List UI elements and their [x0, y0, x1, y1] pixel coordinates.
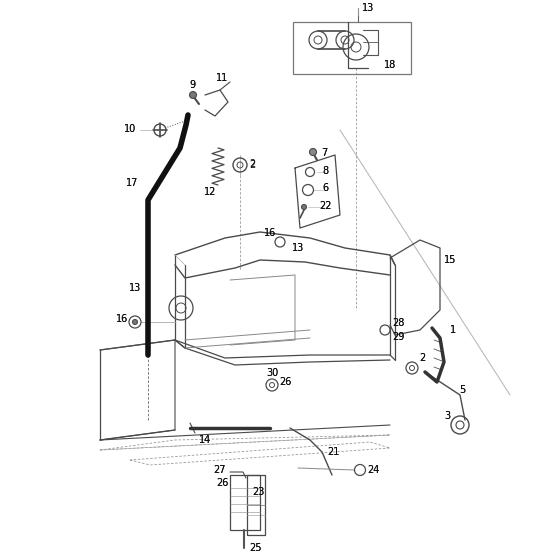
Text: 13: 13: [292, 243, 304, 253]
Bar: [230, 475, 260, 530]
Text: 16: 16: [116, 314, 128, 324]
Text: 16: 16: [264, 228, 276, 238]
Text: 12: 12: [204, 187, 216, 197]
Text: 21: 21: [327, 447, 339, 457]
Text: 6: 6: [322, 183, 328, 193]
Text: 26: 26: [216, 478, 228, 488]
Text: 18: 18: [384, 60, 396, 70]
Text: 13: 13: [129, 283, 141, 293]
Text: 2: 2: [419, 353, 425, 363]
Text: 8: 8: [322, 166, 328, 176]
Text: 1: 1: [450, 325, 456, 335]
Text: 24: 24: [367, 465, 379, 475]
Text: 13: 13: [362, 3, 374, 13]
Text: 13: 13: [362, 3, 374, 13]
Text: 22: 22: [319, 201, 332, 211]
Text: 28: 28: [392, 318, 404, 328]
Text: 10: 10: [124, 124, 136, 134]
Text: 14: 14: [199, 435, 211, 445]
Text: 21: 21: [327, 447, 339, 457]
Text: 15: 15: [444, 255, 456, 265]
Text: 13: 13: [292, 243, 304, 253]
Text: 25: 25: [249, 543, 262, 553]
Text: 10: 10: [124, 124, 136, 134]
Text: 25: 25: [249, 543, 262, 553]
Text: 2: 2: [249, 159, 255, 169]
Text: 18: 18: [384, 60, 396, 70]
Bar: [293, 22, 411, 74]
Text: 11: 11: [216, 73, 228, 83]
Text: 30: 30: [266, 368, 278, 378]
Circle shape: [301, 204, 306, 209]
Circle shape: [189, 91, 197, 99]
Text: 2: 2: [249, 160, 255, 170]
Text: 29: 29: [392, 332, 404, 342]
Text: 3: 3: [444, 411, 450, 421]
Text: 22: 22: [319, 201, 332, 211]
Text: 8: 8: [322, 166, 328, 176]
Text: 26: 26: [279, 377, 291, 387]
Text: 26: 26: [279, 377, 291, 387]
Text: 14: 14: [199, 435, 211, 445]
Text: 7: 7: [321, 148, 327, 158]
Text: 2: 2: [419, 353, 425, 363]
Text: 11: 11: [216, 73, 228, 83]
Text: 24: 24: [367, 465, 379, 475]
Circle shape: [133, 320, 138, 324]
Text: 17: 17: [126, 178, 138, 188]
Text: 7: 7: [321, 148, 327, 158]
Text: 13: 13: [129, 283, 141, 293]
Text: 16: 16: [116, 314, 128, 324]
Text: 23: 23: [252, 487, 264, 497]
Text: 30: 30: [266, 368, 278, 378]
Text: 5: 5: [459, 385, 465, 395]
Circle shape: [310, 148, 316, 156]
Text: 27: 27: [214, 465, 226, 475]
Text: 28: 28: [392, 318, 404, 328]
Text: 6: 6: [322, 183, 328, 193]
Text: 9: 9: [189, 80, 195, 90]
Text: 15: 15: [444, 255, 456, 265]
Text: 5: 5: [459, 385, 465, 395]
Text: 16: 16: [264, 228, 276, 238]
Text: 23: 23: [252, 487, 264, 497]
Text: 9: 9: [189, 80, 195, 90]
Text: 26: 26: [216, 478, 228, 488]
Text: 12: 12: [204, 187, 216, 197]
Text: 27: 27: [214, 465, 226, 475]
Text: 17: 17: [126, 178, 138, 188]
Text: 29: 29: [392, 332, 404, 342]
Text: 3: 3: [444, 411, 450, 421]
Text: 1: 1: [450, 325, 456, 335]
